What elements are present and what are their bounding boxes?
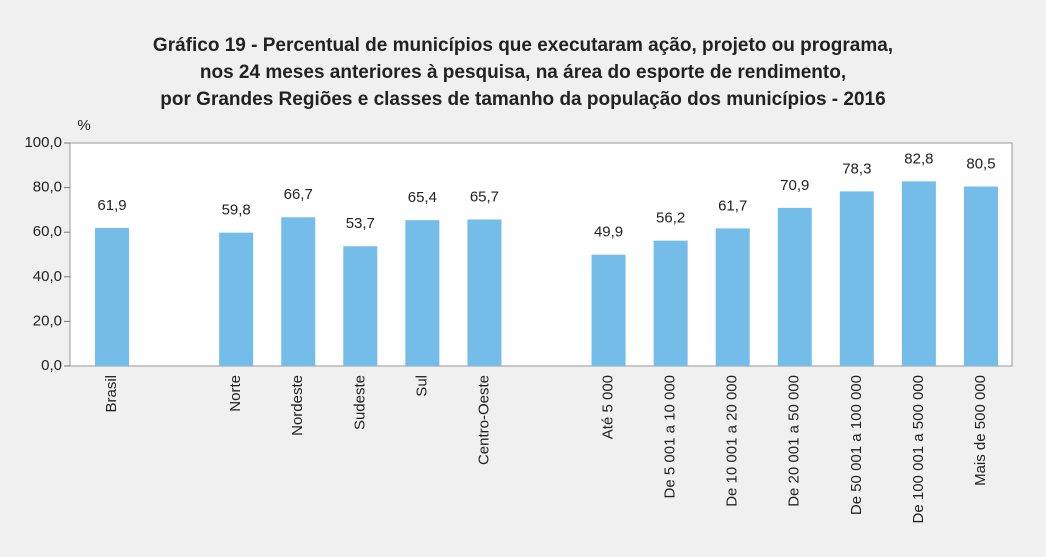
bar: [343, 246, 378, 366]
value-label: 65,4: [408, 189, 437, 206]
bar: [653, 240, 688, 366]
bar: [715, 228, 750, 366]
bar: [281, 217, 316, 366]
y-tick-label: 0,0: [41, 357, 62, 374]
x-tick-label: Brasil: [103, 375, 120, 413]
bar: [963, 186, 998, 366]
x-tick-label: Centro-Oeste: [475, 375, 492, 465]
x-tick-label: De 5 001 a 10 000: [662, 375, 679, 498]
y-tick-label: 60,0: [33, 223, 62, 240]
x-tick-label: Sul: [413, 375, 430, 397]
bar: [219, 232, 254, 366]
value-label: 61,7: [718, 197, 747, 214]
y-axis-label: %: [77, 117, 90, 134]
value-label: 78,3: [842, 160, 871, 177]
x-tick-label: De 50 001 a 100 000: [848, 375, 865, 515]
x-tick-label: De 20 001 a 50 000: [786, 375, 803, 507]
y-tick-label: 40,0: [33, 268, 62, 285]
chart-title: nos 24 meses anteriores à pesquisa, na á…: [200, 62, 846, 83]
value-label: 66,7: [284, 186, 313, 203]
value-label: 56,2: [656, 210, 685, 227]
value-label: 82,8: [904, 150, 933, 167]
chart-title: Gráfico 19 - Percentual de municípios qu…: [153, 35, 893, 56]
x-tick-label: De 10 001 a 20 000: [724, 375, 741, 507]
x-tick-label: Norte: [227, 375, 244, 412]
x-tick-label: Até 5 000: [600, 375, 617, 439]
value-label: 65,7: [470, 188, 499, 205]
y-tick-label: 20,0: [33, 312, 62, 329]
y-tick-label: 80,0: [33, 179, 62, 196]
bar: [95, 227, 130, 366]
bar: [405, 220, 440, 366]
value-label: 53,7: [346, 215, 375, 232]
bar: [777, 207, 812, 366]
value-label: 70,9: [780, 177, 809, 194]
x-tick-label: De 100 001 a 500 000: [910, 375, 927, 523]
value-label: 59,8: [222, 202, 251, 219]
x-tick-label: Nordeste: [289, 375, 306, 436]
y-tick-label: 100,0: [24, 134, 62, 151]
value-label: 80,5: [966, 155, 995, 172]
bar: [591, 254, 626, 366]
bar: [839, 191, 874, 366]
bar: [467, 219, 502, 366]
bar: [901, 181, 936, 366]
x-tick-label: Mais de 500 000: [972, 375, 989, 486]
value-label: 49,9: [594, 224, 623, 241]
value-label: 61,9: [97, 197, 126, 214]
x-tick-label: Sudeste: [351, 375, 368, 430]
chart-title: por Grandes Regiões e classes de tamanho…: [160, 89, 885, 110]
